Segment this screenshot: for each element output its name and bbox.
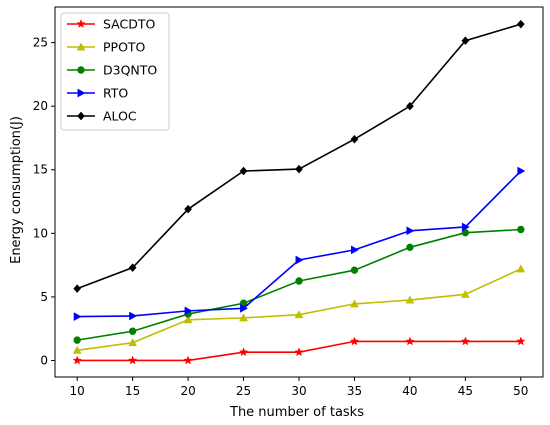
data-point-sacdto: [349, 336, 360, 346]
legend-label: RTO: [103, 86, 128, 101]
series-line-d3qnto: [77, 228, 521, 341]
data-point-aloc: [461, 36, 470, 46]
x-tick-label: 25: [236, 384, 251, 398]
y-tick-label: 10: [33, 226, 48, 240]
x-tick-label: 35: [347, 384, 362, 398]
legend-box: [60, 12, 170, 131]
data-point-sacdto: [127, 355, 138, 365]
legend-entry-sacdto: SACDTO: [67, 17, 155, 32]
legend-marker: [76, 19, 86, 28]
y-tick-label: 15: [33, 163, 48, 177]
legend-entry-ppoto: PPOTO: [67, 40, 146, 55]
x-tick-label: 20: [180, 384, 195, 398]
series-rto: [73, 166, 526, 322]
y-axis-label: Energy consumption(J): [9, 116, 24, 264]
data-point-aloc: [295, 164, 303, 174]
y-tick-label: 5: [40, 290, 48, 304]
data-point-sacdto: [294, 347, 304, 357]
data-point-rto: [240, 303, 249, 313]
legend-label: PPOTO: [103, 40, 146, 55]
data-point-rto: [351, 245, 359, 255]
data-point-aloc: [516, 19, 525, 29]
series-d3qnto: [73, 225, 525, 344]
data-point-rto: [73, 312, 82, 322]
data-point-rto: [129, 311, 138, 321]
axes: 10 15 20 25 30 35 40 45 50 0 5 10 15 20 25: [33, 6, 544, 398]
x-tick-label: 30: [291, 384, 306, 398]
data-point-ppoto: [460, 289, 470, 298]
x-tick-label: 45: [458, 384, 473, 398]
data-point-aloc: [405, 101, 414, 111]
data-point-ppoto: [239, 313, 248, 322]
series-aloc: [73, 19, 525, 294]
x-tick-label: 15: [125, 384, 140, 398]
data-point-ppoto: [128, 338, 138, 347]
data-point-aloc: [239, 166, 248, 176]
y-tick-label: 25: [33, 36, 48, 50]
data-point-aloc: [184, 204, 193, 214]
data-point-d3qnto: [350, 266, 359, 274]
data-point-d3qnto: [295, 277, 303, 285]
data-point-aloc: [128, 263, 137, 273]
data-point-ppoto: [72, 345, 82, 354]
legend: SACDTO PPOTO D3QNTO RTO ALOC: [60, 12, 170, 131]
data-point-sacdto: [72, 355, 82, 365]
legend-marker: [76, 42, 86, 51]
legend-marker: [77, 88, 86, 98]
x-tick-label: 50: [513, 384, 528, 398]
y-tick-label: 0: [40, 353, 48, 367]
data-point-rto: [461, 222, 470, 232]
data-point-d3qnto: [406, 243, 414, 252]
legend-label: ALOC: [103, 109, 137, 124]
series-ppoto: [72, 264, 526, 354]
data-point-sacdto: [238, 347, 249, 357]
legend-entry-aloc: ALOC: [67, 109, 137, 124]
data-point-d3qnto: [517, 225, 525, 234]
data-point-ppoto: [294, 310, 304, 319]
legend-label: SACDTO: [103, 17, 155, 32]
legend-label: D3QNTO: [103, 63, 157, 78]
data-point-d3qnto: [461, 228, 470, 237]
plot-area: [72, 19, 526, 365]
data-point-ppoto: [516, 264, 526, 273]
legend-entry-rto: RTO: [67, 86, 128, 101]
data-point-sacdto: [405, 336, 415, 346]
data-point-rto: [295, 255, 304, 265]
data-point-aloc: [350, 134, 359, 144]
data-point-sacdto: [516, 336, 526, 346]
legend-marker: [77, 66, 85, 74]
legend-entry-d3qnto: D3QNTO: [67, 63, 157, 78]
x-axis-label: The number of tasks: [229, 405, 364, 420]
data-point-d3qnto: [73, 336, 81, 344]
data-point-ppoto: [405, 295, 415, 304]
y-tick-label: 20: [33, 99, 48, 113]
legend-marker: [77, 111, 85, 121]
data-point-sacdto: [460, 336, 471, 346]
data-point-ppoto: [350, 299, 359, 308]
data-point-ppoto: [183, 315, 193, 324]
data-point-sacdto: [183, 355, 193, 365]
series-sacdto: [72, 336, 526, 365]
data-point-rto: [517, 166, 526, 176]
data-point-rto: [184, 306, 193, 316]
data-point-rto: [406, 226, 415, 236]
x-tick-label: 10: [70, 384, 85, 398]
x-tick-label: 40: [402, 384, 417, 398]
data-point-aloc: [73, 284, 82, 294]
data-point-d3qnto: [128, 327, 137, 335]
